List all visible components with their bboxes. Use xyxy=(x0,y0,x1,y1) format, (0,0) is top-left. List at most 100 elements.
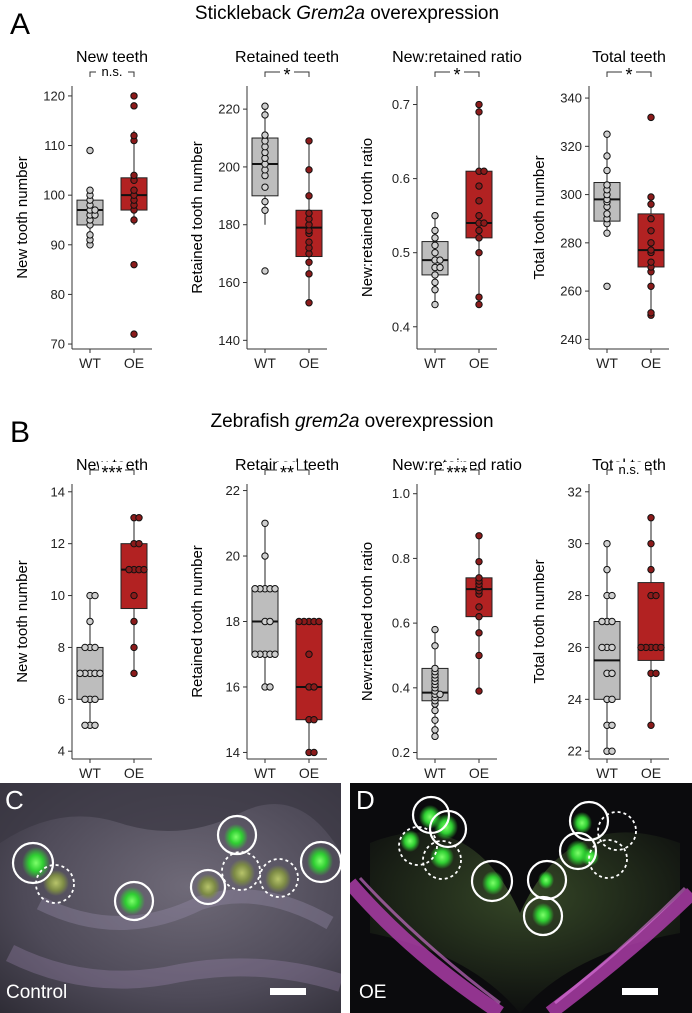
y-tick-label: 0.6 xyxy=(392,171,410,186)
data-point xyxy=(647,227,655,235)
y-tick-label: 0.8 xyxy=(392,551,410,566)
x-tick-label: WT xyxy=(254,765,276,781)
y-tick-label: 12 xyxy=(51,536,65,551)
data-point xyxy=(475,108,483,116)
y-tick-label: 8 xyxy=(58,640,65,655)
data-point xyxy=(436,256,444,264)
chart-title: Total teeth xyxy=(592,49,666,66)
y-tick-label: 300 xyxy=(560,187,582,202)
data-point xyxy=(125,565,133,574)
data-point xyxy=(603,565,611,574)
y-tick-label: 22 xyxy=(226,483,240,498)
data-point xyxy=(431,726,439,734)
data-point xyxy=(86,146,94,155)
data-point xyxy=(598,643,606,652)
data-point xyxy=(81,695,89,704)
y-tick-label: 0.4 xyxy=(392,680,410,695)
significance-mask xyxy=(277,462,297,476)
data-point xyxy=(431,234,439,242)
y-tick-label: 160 xyxy=(218,275,240,290)
data-point xyxy=(475,234,483,242)
y-tick-label: 18 xyxy=(226,614,240,629)
data-point xyxy=(251,650,259,658)
significance-label: *** xyxy=(446,463,467,483)
data-point xyxy=(431,716,439,724)
data-point xyxy=(475,197,483,205)
x-tick-label: WT xyxy=(254,355,276,371)
data-point xyxy=(608,721,616,729)
data-point xyxy=(135,539,143,548)
data-point xyxy=(76,669,84,678)
y-tick-label: 140 xyxy=(218,333,240,348)
y-tick-label: 1.0 xyxy=(392,486,410,501)
data-point xyxy=(266,617,274,626)
data-point xyxy=(475,629,483,637)
data-point xyxy=(295,617,303,626)
data-point xyxy=(647,514,655,522)
data-point xyxy=(86,186,94,194)
y-tick-label: 4 xyxy=(58,744,65,759)
y-tick-label: 24 xyxy=(568,692,582,707)
y-tick-label: 120 xyxy=(43,88,65,103)
panel-b-title: Zebrafish grem2a overexpression xyxy=(210,411,493,432)
significance-mask xyxy=(280,64,294,78)
significance-label: *** xyxy=(101,463,122,483)
x-tick-label: WT xyxy=(79,765,101,781)
boxplot-chart: New teeth New tooth number 70 80 90 100 110 120… xyxy=(14,49,152,371)
data-point xyxy=(436,263,444,272)
data-point xyxy=(475,612,483,621)
panel-a-title: Stickleback Grem2a overexpression xyxy=(195,3,499,24)
data-point xyxy=(475,532,483,540)
y-tick-label: 20 xyxy=(226,549,240,564)
data-point xyxy=(647,215,655,223)
y-tick-label: 340 xyxy=(560,91,582,106)
data-point xyxy=(475,603,483,611)
data-point xyxy=(475,574,483,582)
data-point xyxy=(130,102,138,110)
x-tick-label: WT xyxy=(424,765,446,781)
data-point xyxy=(647,113,655,122)
panel-c-micrograph: C Control xyxy=(0,783,341,1013)
data-point xyxy=(608,669,616,678)
y-tick-label: 0.2 xyxy=(392,745,410,760)
y-tick-label: 320 xyxy=(560,139,582,154)
data-point xyxy=(431,248,439,257)
panel-letter-d: D xyxy=(356,785,375,815)
data-point xyxy=(652,669,660,678)
y-tick-label: 0.4 xyxy=(392,319,410,334)
x-tick-label: OE xyxy=(124,765,144,781)
data-point xyxy=(130,92,138,100)
data-point xyxy=(305,258,313,266)
data-point xyxy=(431,211,439,220)
y-tick-label: 240 xyxy=(560,332,582,347)
y-tick-label: 0.5 xyxy=(392,245,410,260)
data-point xyxy=(475,300,483,309)
chart-title: New teeth xyxy=(76,49,148,66)
data-point xyxy=(91,591,99,600)
data-point xyxy=(647,282,655,290)
y-axis-label: Total tooth number xyxy=(531,559,548,683)
box-iqr xyxy=(295,621,323,721)
x-tick-label: OE xyxy=(124,355,144,371)
data-point xyxy=(647,721,655,729)
data-point xyxy=(608,643,616,652)
data-point xyxy=(130,330,138,338)
data-point xyxy=(431,732,439,741)
data-point xyxy=(310,716,318,724)
data-point xyxy=(647,258,655,266)
data-point xyxy=(305,299,313,307)
data-point xyxy=(431,664,439,673)
y-tick-label: 80 xyxy=(51,287,65,302)
data-point xyxy=(130,131,138,140)
data-point xyxy=(652,591,660,600)
data-point xyxy=(305,137,313,145)
y-tick-label: 220 xyxy=(218,102,240,117)
data-point xyxy=(305,270,313,278)
data-point xyxy=(130,216,138,224)
data-point xyxy=(431,226,439,235)
y-tick-label: 10 xyxy=(51,588,65,603)
data-point xyxy=(81,721,89,729)
data-point xyxy=(603,166,611,175)
x-tick-label: OE xyxy=(641,355,661,371)
